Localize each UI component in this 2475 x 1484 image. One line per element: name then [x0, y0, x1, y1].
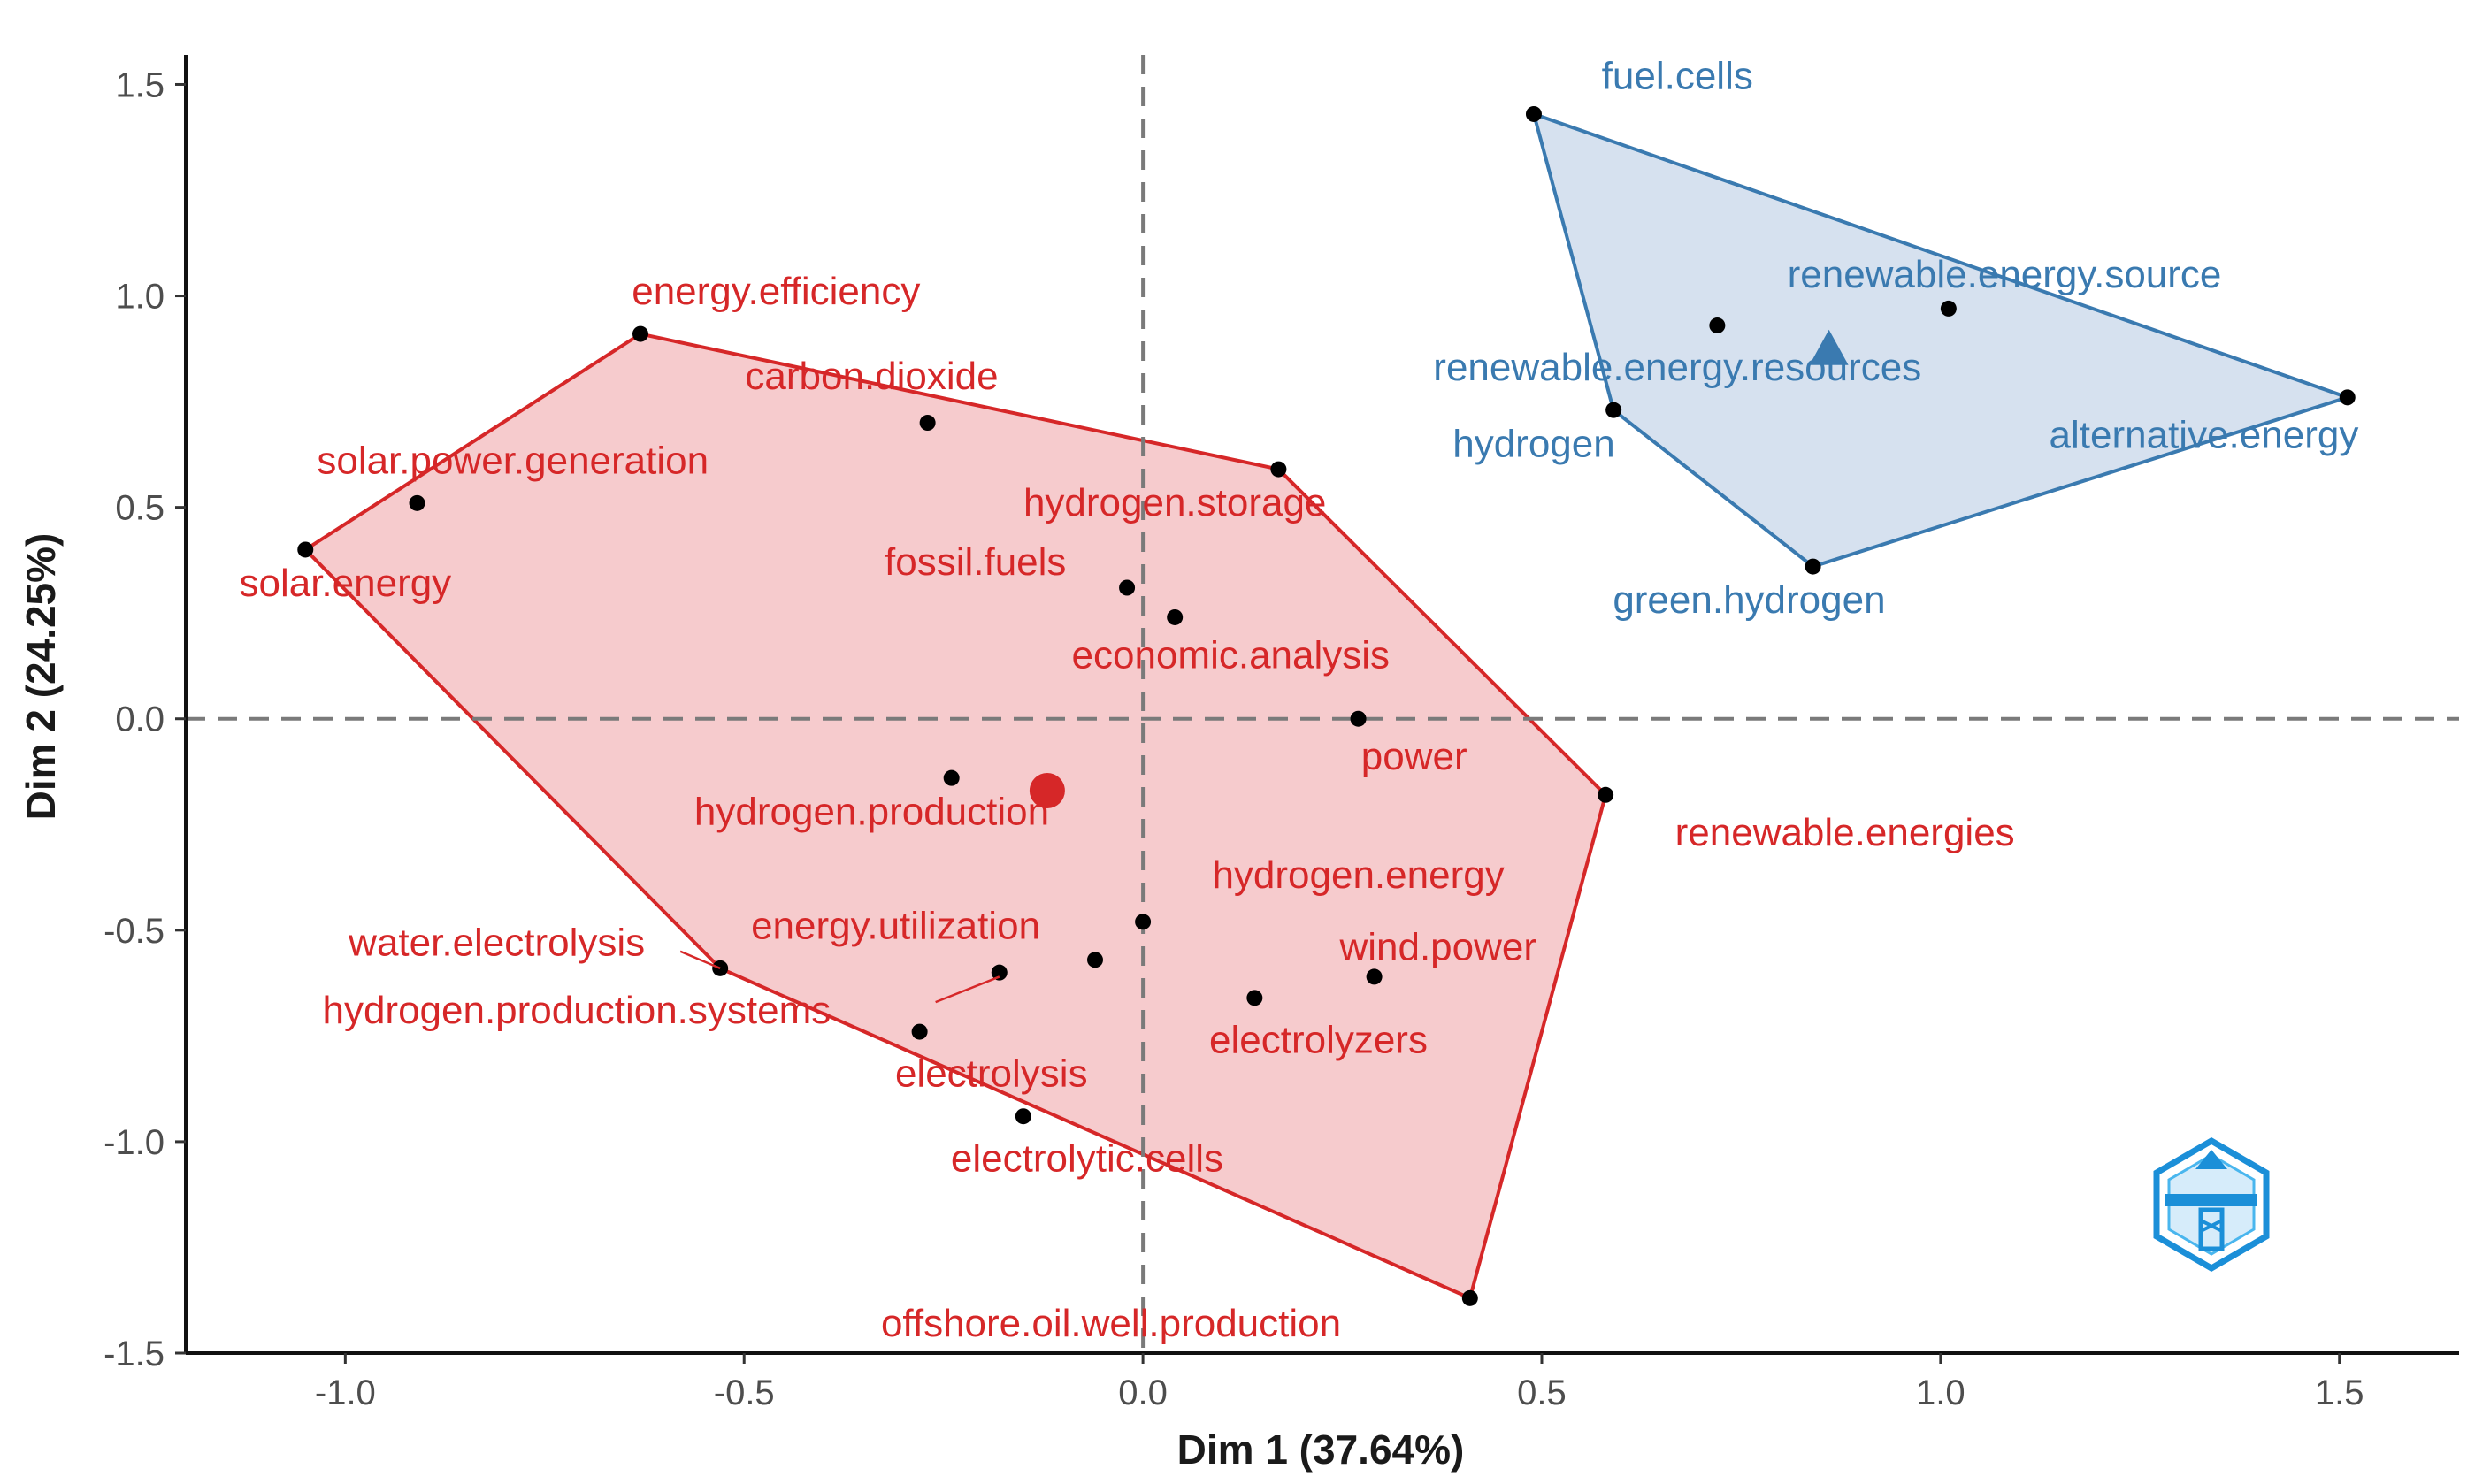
x-tick-label: -1.0 — [315, 1373, 376, 1412]
data-point — [1940, 300, 1957, 317]
data-point — [1366, 968, 1383, 985]
logo-icon — [2153, 1136, 2270, 1273]
x-axis-title: Dim 1 (37.64%) — [1177, 1427, 1465, 1473]
x-tick-label: 0.5 — [1517, 1373, 1567, 1412]
x-tick-label: -0.5 — [714, 1373, 775, 1412]
point-label: electrolysis — [895, 1052, 1088, 1096]
logo-tower-strut — [2200, 1219, 2223, 1233]
y-tick-label: -0.5 — [103, 912, 165, 951]
point-labels: energy.efficiency carbon.dioxide solar.pow… — [239, 54, 2358, 1345]
x-tick-label: 1.0 — [1916, 1373, 1965, 1412]
point-label: hydrogen.energy — [1212, 853, 1504, 897]
point-label: hydrogen — [1452, 422, 1614, 465]
point-label: wind.power — [1338, 925, 1536, 968]
data-point — [1709, 317, 1726, 334]
point-label: water.electrolysis — [348, 922, 645, 965]
point-label: economic.analysis — [1072, 633, 1391, 677]
point-label: offshore.oil.well.production — [881, 1302, 1341, 1345]
point-label: renewable.energies — [1675, 811, 2015, 854]
point-label: renewable.energy.resources — [1433, 346, 1921, 389]
y-tick-label: -1.5 — [103, 1335, 165, 1373]
data-point — [297, 541, 314, 558]
data-point — [1167, 608, 1184, 625]
y-axis-title: Dim 2 (24.25%) — [18, 533, 64, 821]
logo-arrow-icon — [2195, 1150, 2227, 1169]
data-point — [409, 494, 425, 511]
point-label: hydrogen.production.systems — [322, 989, 831, 1032]
data-point — [1015, 1108, 1031, 1125]
point-label: alternative.energy — [2050, 414, 2359, 457]
label-leader-line — [935, 975, 1000, 1004]
point-label: power — [1361, 735, 1467, 778]
data-point — [1246, 990, 1263, 1006]
point-label: fuel.cells — [1602, 54, 1753, 97]
point-label: solar.energy — [239, 562, 451, 605]
data-point — [919, 415, 936, 432]
data-point — [1605, 402, 1622, 418]
cluster-1-centroid — [1029, 773, 1065, 809]
data-point — [911, 1023, 928, 1040]
point-label: green.hydrogen — [1613, 578, 1885, 622]
point-label: solar.power.generation — [317, 439, 709, 482]
y-tick-label: 1.5 — [115, 65, 165, 104]
data-point — [1598, 786, 1614, 803]
data-point — [991, 964, 1008, 981]
data-point — [1270, 461, 1287, 478]
data-point — [1135, 914, 1152, 930]
point-label: fossil.fuels — [885, 540, 1066, 584]
point-label: energy.utilization — [751, 904, 1040, 947]
data-point — [2339, 389, 2356, 406]
point-label: renewable.energy.source — [1788, 253, 2222, 296]
x-tick-label: 0.0 — [1118, 1373, 1168, 1412]
label-leader-line — [679, 950, 721, 970]
data-point — [943, 769, 960, 786]
point-label: energy.efficiency — [632, 270, 920, 313]
data-point — [1087, 952, 1103, 968]
data-point — [632, 325, 648, 342]
cluster-2-centroid — [1809, 329, 1849, 365]
y-tick-label: -1.0 — [103, 1123, 165, 1162]
reference-lines — [186, 55, 2459, 1353]
y-tick-label: 0.5 — [115, 489, 165, 528]
logo-band — [2165, 1194, 2257, 1206]
point-label: electrolytic.cells — [951, 1136, 1223, 1180]
point-label: hydrogen.production — [694, 790, 1049, 833]
point-label: hydrogen.storage — [1023, 481, 1326, 524]
y-tick-label: 0.0 — [115, 700, 165, 739]
data-point — [1461, 1289, 1478, 1306]
x-tick-label: 1.5 — [2315, 1373, 2364, 1412]
point-label: carbon.dioxide — [745, 355, 998, 398]
data-point — [1350, 710, 1367, 727]
axes: -1.0 -0.5 0.0 0.5 1.0 1.5 1.5 1.0 0.5 0.0 -0.5 -1.0… — [103, 55, 2459, 1412]
y-tick-label: 1.0 — [115, 278, 165, 317]
point-label: electrolyzers — [1209, 1018, 1428, 1061]
data-point — [1805, 558, 1821, 575]
data-point — [1119, 579, 1136, 596]
data-point — [1525, 105, 1542, 122]
logo-hexagon — [2153, 1136, 2270, 1273]
